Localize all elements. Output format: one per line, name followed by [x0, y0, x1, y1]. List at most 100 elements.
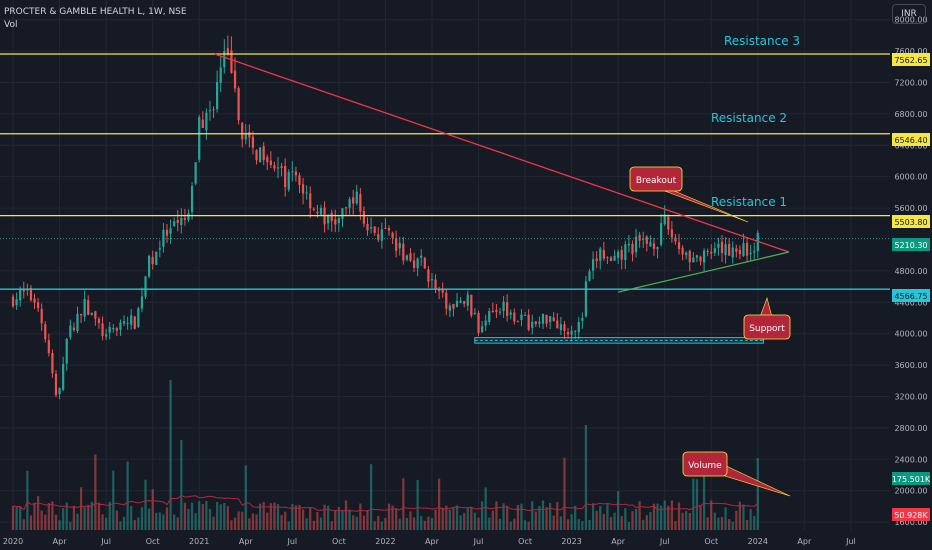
candle-body: [298, 175, 301, 185]
candle-body: [720, 241, 724, 254]
candle-body: [620, 250, 623, 260]
resistance-1-label: Resistance 1: [711, 195, 787, 209]
candle-body: [15, 299, 18, 306]
candle-body: [219, 67, 222, 83]
volume-bar: [62, 508, 65, 530]
candle-body: [538, 321, 541, 324]
volume-last-tag: [892, 472, 930, 485]
candle-body: [94, 311, 97, 319]
candle-body: [745, 242, 749, 256]
volume-bar: [631, 511, 634, 530]
candle-body: [341, 208, 344, 220]
candle-body: [241, 123, 244, 140]
y-tick-label: 8000.00: [894, 16, 927, 25]
volume-bar: [201, 504, 204, 530]
y-tick-label: 7200.00: [894, 78, 927, 87]
volume-bar: [380, 521, 383, 530]
volume-bar: [373, 521, 376, 530]
y-tick-label: 6000.00: [894, 173, 927, 182]
volume-bar: [588, 519, 591, 530]
candle-body: [276, 167, 280, 169]
candle-body: [266, 157, 269, 162]
candle-body: [273, 165, 276, 169]
volume-bar: [133, 520, 136, 530]
volume-bar: [538, 506, 541, 530]
breakout-callout-text: Breakout: [636, 176, 677, 186]
volume-bar: [105, 517, 108, 530]
volume-bar: [216, 502, 219, 530]
y-tick-label: 4000.00: [894, 330, 927, 339]
volume-bar: [581, 521, 584, 530]
candle-body: [706, 251, 709, 253]
volume-bar: [258, 503, 262, 530]
resistance-3-label: Resistance 3: [724, 34, 800, 48]
x-tick-label: 2024: [748, 537, 768, 546]
candle-body: [699, 256, 702, 262]
breakout-callout[interactable]: [629, 166, 683, 192]
volume-bar: [94, 454, 97, 530]
volume-bar: [591, 503, 595, 530]
volume-bar: [756, 458, 759, 530]
volume-bar: [183, 502, 187, 530]
candle-body: [427, 269, 430, 282]
x-tick-label: Apr: [611, 537, 626, 546]
candle-body: [294, 171, 298, 176]
candle-body: [677, 242, 681, 250]
volume-indicator-label[interactable]: Vol: [4, 20, 18, 30]
volume-callout[interactable]: [682, 451, 728, 477]
candle-body: [728, 243, 731, 256]
candle-body: [556, 320, 559, 329]
volume-bar: [244, 465, 247, 530]
volume-bar: [720, 517, 724, 530]
volume-bar: [323, 504, 326, 530]
volume-bar: [674, 521, 677, 530]
volume-bar: [395, 508, 398, 530]
x-tick-label: 2023: [561, 537, 581, 546]
volume-bar: [527, 521, 530, 530]
volume-bar: [47, 503, 50, 530]
candle-body: [65, 338, 68, 364]
symbol-title: PROCTER & GAMBLE HEALTH L, 1W, NSE: [4, 7, 187, 17]
candle-body: [563, 324, 566, 332]
candle-body: [348, 199, 351, 208]
volume-bar: [402, 478, 405, 530]
candle-body: [749, 252, 752, 255]
volume-bar: [513, 518, 516, 530]
candle-body: [717, 243, 720, 248]
volume-bar: [463, 512, 466, 530]
candle-body: [588, 271, 591, 281]
support-callout[interactable]: [743, 314, 791, 340]
y-tick-label: 4400.00: [894, 298, 927, 307]
candle-body: [738, 249, 742, 255]
y-tick-label: 5600.00: [894, 204, 927, 213]
candle-body: [187, 213, 190, 221]
volume-bar: [488, 517, 491, 530]
candle-body: [506, 302, 509, 316]
candle-body: [685, 252, 688, 256]
candle-body: [498, 311, 502, 313]
volume-bar: [595, 510, 598, 530]
candle-body: [591, 259, 595, 271]
candle-body: [327, 215, 330, 224]
currency-button[interactable]: INR: [892, 4, 926, 24]
candle-body: [251, 136, 255, 148]
volume-bar: [22, 519, 25, 530]
candle-body: [373, 226, 376, 233]
y-tick-label: 3600.00: [894, 361, 927, 370]
volume-bar: [466, 508, 469, 530]
candle-body: [301, 184, 305, 194]
volume-bar: [147, 508, 151, 530]
candle-body: [58, 388, 61, 394]
candle-body: [47, 340, 50, 354]
candle-body: [284, 166, 287, 188]
candle-body: [377, 234, 380, 240]
volume-bar: [355, 516, 358, 530]
candle-body: [316, 211, 319, 214]
volume-bar: [459, 515, 462, 530]
candle-body: [155, 251, 158, 265]
volume-bar: [667, 505, 670, 530]
descending-trendline: [214, 53, 790, 253]
volume-bar: [556, 502, 559, 530]
